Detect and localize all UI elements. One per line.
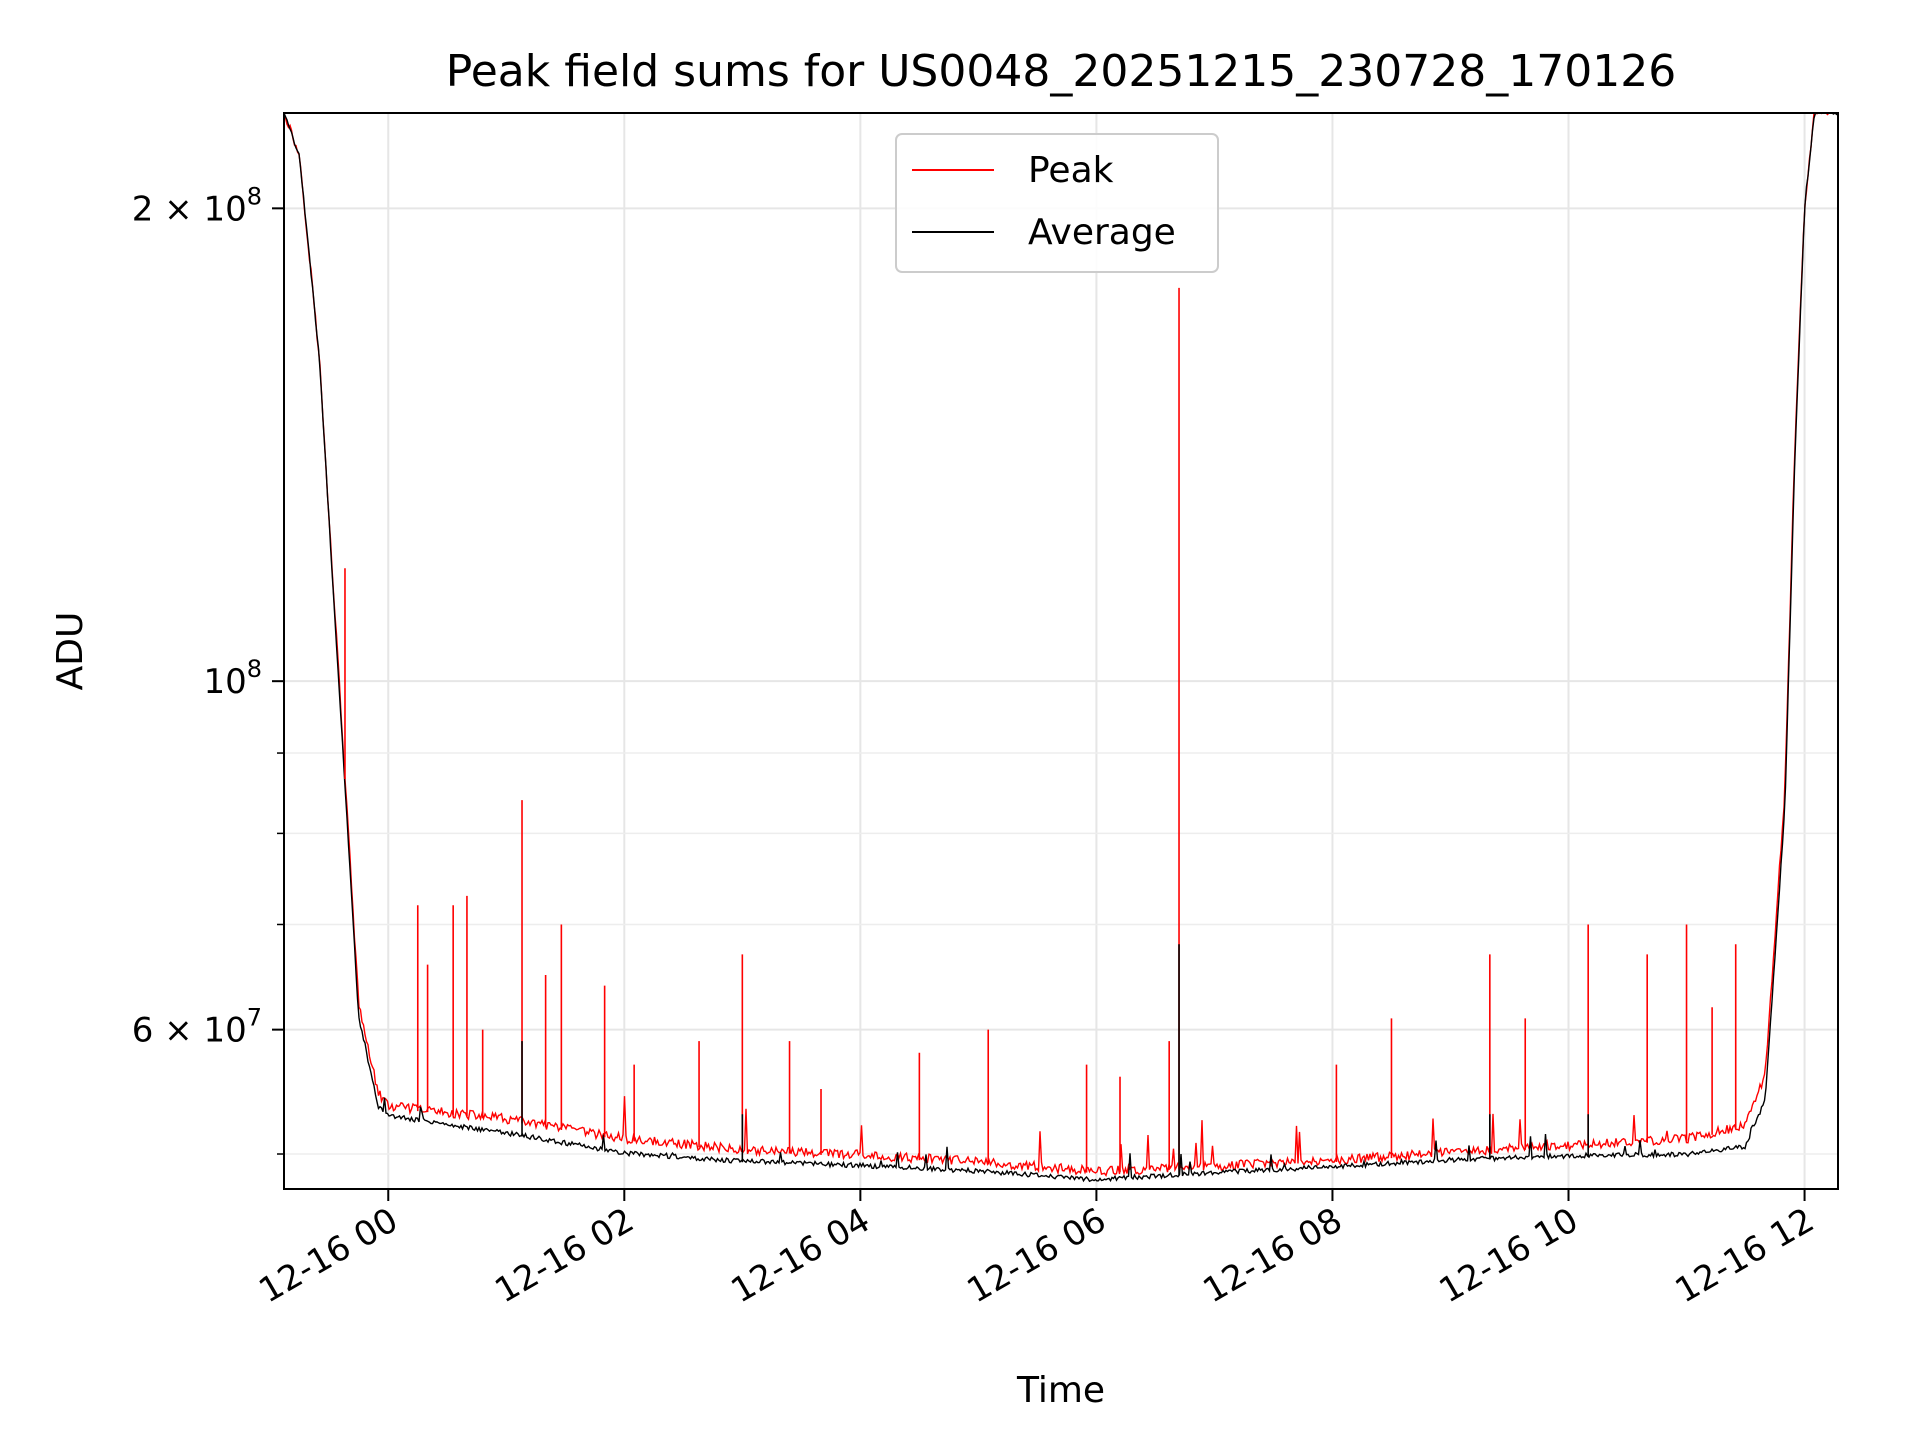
legend-label: Peak	[1028, 150, 1114, 191]
y-tick-base: 6 × 10	[132, 1011, 247, 1051]
y-tick-label: 2 × 108	[132, 182, 262, 229]
y-tick-exponent: 7	[247, 1004, 262, 1032]
plot-frame	[283, 112, 1839, 1190]
y-tick-base: 2 × 10	[132, 189, 247, 229]
y-tick-base: 10	[203, 662, 246, 702]
chart-title: Peak field sums for US0048_20251215_2307…	[446, 46, 1676, 97]
legend-box	[895, 133, 1219, 273]
y-axis-label: ADU	[50, 612, 91, 691]
y-tick-label: 6 × 107	[132, 1004, 262, 1051]
y-tick-label: 108	[203, 655, 262, 702]
y-tick-exponent: 8	[247, 655, 262, 683]
legend-label: Average	[1028, 212, 1176, 253]
legend: Peak Average	[895, 133, 1219, 273]
y-tick-exponent: 8	[247, 182, 262, 210]
series-line-average	[284, 113, 1838, 1183]
series-line-peak	[284, 113, 1838, 1177]
series-layer	[284, 113, 1838, 1183]
x-axis-label: Time	[1016, 1370, 1105, 1411]
grid-lines	[284, 113, 1838, 1189]
